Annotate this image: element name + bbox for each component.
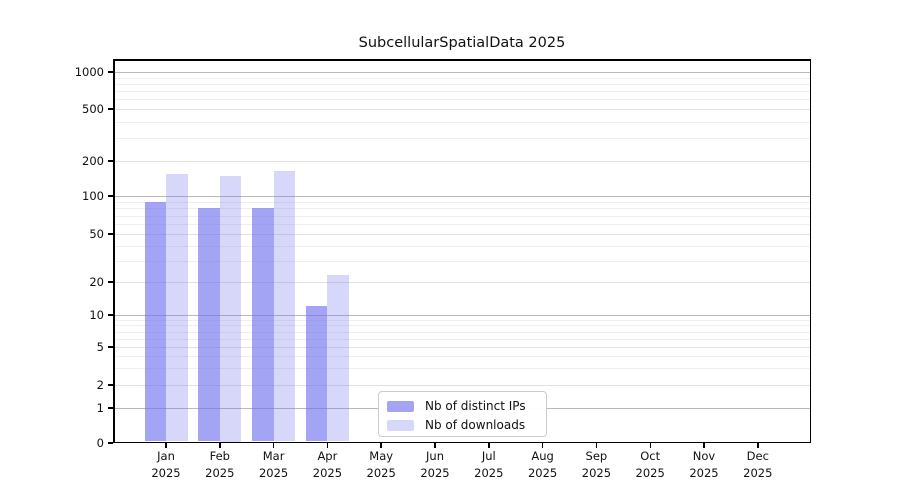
bar-ips-mar (252, 208, 274, 442)
y-tick-1 (108, 407, 113, 409)
gridline-minor (114, 260, 810, 262)
gridline-minor (114, 331, 810, 333)
y-tick-500 (108, 108, 113, 110)
bar-ips-jan (144, 201, 166, 442)
y-tick-50 (108, 233, 113, 235)
gridline-200 (114, 161, 810, 162)
x-tick-oct (649, 443, 651, 448)
legend: Nb of distinct IPs Nb of downloads (378, 391, 547, 437)
gridline-minor (114, 138, 810, 139)
bar-ips-feb (198, 208, 220, 442)
gridline-10 (114, 315, 810, 316)
x-tick-dec (757, 443, 759, 448)
y-tick-label-5: 5 (96, 340, 104, 354)
y-tick-20 (108, 281, 113, 283)
gridline-minor (114, 208, 810, 210)
gridline-5 (114, 347, 810, 348)
chart-title: SubcellularSpatialData 2025 (358, 35, 566, 51)
x-tick-label-dec: Dec 2025 (743, 449, 773, 480)
x-tick-label-sep: Sep 2025 (581, 449, 612, 480)
y-tick-5 (108, 346, 113, 348)
x-tick-aug (541, 443, 544, 448)
axis-spine-left (113, 59, 115, 443)
x-tick-label-aug: Aug 2025 (527, 449, 558, 480)
y-tick-1000 (108, 71, 113, 73)
x-tick-label-jan: Jan 2025 (151, 449, 181, 480)
legend-item-distinct-ips: Nb of distinct IPs (387, 397, 537, 415)
x-tick-nov (703, 443, 705, 448)
y-tick-200 (108, 160, 113, 162)
x-tick-label-jul: Jul 2025 (474, 449, 504, 480)
axis-spine-bottom (113, 441, 811, 443)
gridline-minor (114, 319, 810, 321)
x-tick-feb (219, 443, 221, 448)
legend-swatch-downloads (387, 419, 414, 431)
x-tick-may (380, 443, 382, 448)
gridline-500 (114, 109, 810, 110)
gridline-minor (114, 325, 810, 327)
legend-swatch-distinct-ips (387, 400, 414, 412)
gridline-minor (114, 201, 810, 203)
gridline-1000 (114, 72, 810, 73)
gridline-minor (114, 368, 810, 370)
x-tick-label-mar: Mar 2025 (258, 449, 289, 480)
x-tick-mar (272, 443, 275, 448)
plot-area: Nb of distinct IPs Nb of downloads (113, 59, 811, 443)
x-tick-label-jun: Jun 2025 (420, 449, 450, 480)
legend-item-downloads: Nb of downloads (387, 416, 537, 434)
y-tick-label-100: 100 (82, 189, 104, 203)
gridline-minor (114, 356, 810, 358)
y-tick-label-2: 2 (96, 378, 104, 392)
y-tick-label-0: 0 (96, 436, 104, 450)
bar-downloads-feb (219, 175, 242, 442)
gridline-20 (114, 282, 810, 283)
y-tick-label-20: 20 (89, 275, 104, 289)
x-tick-apr (326, 443, 329, 448)
axis-spine-top (113, 59, 811, 61)
axis-spine-right (809, 59, 811, 443)
x-tick-jan (165, 443, 167, 448)
y-tick-label-1: 1 (96, 401, 104, 415)
y-tick-label-50: 50 (89, 227, 104, 241)
gridline-minor (114, 77, 810, 79)
y-tick-10 (108, 314, 113, 316)
bar-downloads-apr (327, 274, 349, 442)
x-tick-label-feb: Feb 2025 (205, 449, 235, 480)
x-tick-jul (488, 443, 490, 448)
x-tick-label-oct: Oct 2025 (635, 449, 665, 480)
x-tick-label-apr: Apr 2025 (312, 449, 343, 480)
y-tick-2 (108, 384, 113, 386)
x-tick-label-nov: Nov 2025 (689, 449, 719, 480)
gridline-minor (114, 91, 810, 92)
legend-label-downloads: Nb of downloads (425, 418, 526, 432)
x-tick-sep (595, 443, 598, 448)
gridline-2 (114, 385, 810, 386)
legend-label-distinct-ips: Nb of distinct IPs (425, 399, 526, 413)
y-tick-label-1000: 1000 (74, 65, 104, 79)
y-tick-label-200: 200 (82, 154, 104, 168)
x-tick-label-may: May 2025 (366, 449, 396, 480)
gridline-minor (114, 99, 810, 101)
gridline-100 (114, 196, 810, 197)
gridline-50 (114, 234, 810, 235)
gridline-minor (114, 245, 810, 247)
gridline-minor (114, 83, 810, 85)
y-tick-label-500: 500 (82, 102, 104, 116)
bar-ips-apr (305, 306, 328, 442)
gridline-minor (114, 338, 810, 340)
y-tick-0 (108, 442, 113, 444)
x-tick-jun (434, 443, 436, 448)
y-tick-100 (108, 195, 113, 197)
gridline-minor (114, 224, 810, 225)
gridline-minor (114, 215, 810, 217)
bar-downloads-mar (273, 170, 296, 442)
gridline-minor (114, 121, 810, 123)
y-tick-label-10: 10 (89, 308, 104, 322)
bar-downloads-jan (166, 173, 188, 442)
